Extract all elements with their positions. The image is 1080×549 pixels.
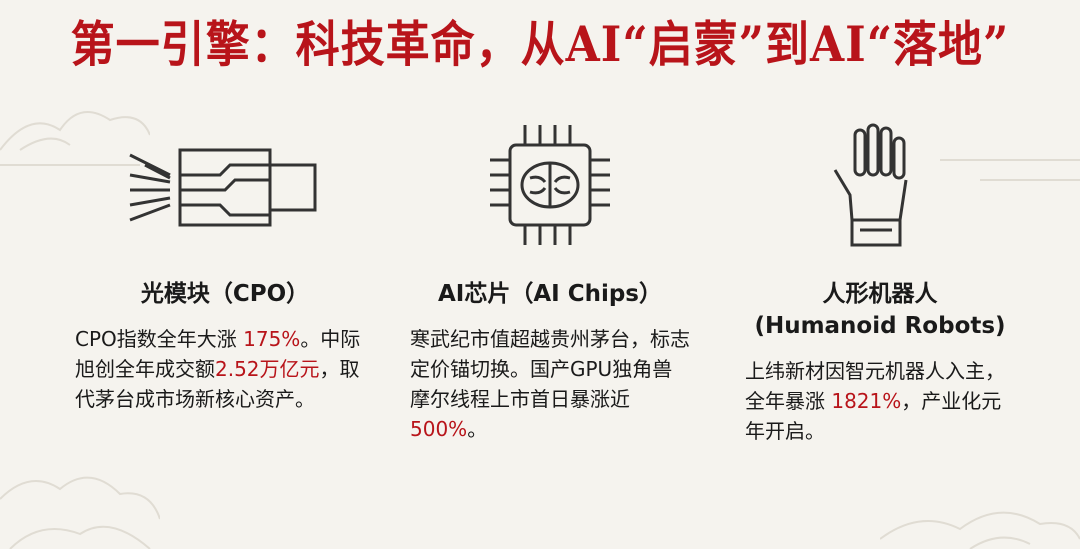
column-heading: 光模块（CPO） [140,281,310,307]
heading-line: 人形机器人 [822,281,938,307]
column-body: 寒武纪市值超越贵州茅台，标志定价锚切换。国产GPU独角兽摩尔线程上市首日暴涨近 … [410,324,690,444]
body-text: 。 [467,417,488,441]
robot-hand-icon [833,123,908,247]
column-cpo: 光模块（CPO） CPO指数全年大涨 175%。中际旭创全年成交额2.52万亿元… [75,120,375,414]
cloud-decoration-left [0,111,150,166]
cloud-decoration-bottom-right [880,511,1080,549]
body-text: 寒武纪市值超越贵州茅台，标志定价锚切换。国产GPU独角兽摩尔线程上市首日暴涨近 [410,327,690,411]
body-text: CPO指数全年大涨 [75,327,244,351]
highlight-value: 1821% [831,389,902,413]
optical-module-icon [129,148,317,227]
body-text: ，产业化元年开启。 [745,389,1002,443]
body-text: ，取代茅台成市场新核心资产。 [75,357,360,411]
cloud-decoration-right [940,159,1080,181]
column-heading: AI芯片（AI Chips） [437,281,662,307]
body-text: 。中际旭创全年成交额 [75,327,361,381]
body-text: 上纬新材因智元机器人入主，全年暴涨 [745,359,1005,413]
column-humanoid-robots: 人形机器人 (Humanoid Robots) 上纬新材因智元机器人入主，全年暴涨… [745,120,1015,446]
page-title: 第一引擎：科技革命，从AI“启蒙”到AI“落地” [70,16,1010,73]
highlight-value: 500% [410,417,468,441]
highlight-value: 175% [243,327,301,351]
cloud-decoration-bottom-left [0,476,160,549]
highlight-value: 2.52万亿元 [215,357,320,381]
column-body: 上纬新材因智元机器人入主，全年暴涨 1821%，产业化元年开启。 [745,356,1015,446]
column-ai-chips: AI芯片（AI Chips） 寒武纪市值超越贵州茅台，标志定价锚切换。国产GPU… [410,120,690,444]
ai-chip-brain-icon [490,125,610,245]
heading-line-english: (Humanoid Robots) [754,313,1006,339]
column-body: CPO指数全年大涨 175%。中际旭创全年成交额2.52万亿元，取代茅台成市场新… [75,324,375,414]
column-heading: 人形机器人 (Humanoid Robots) [745,278,1015,342]
